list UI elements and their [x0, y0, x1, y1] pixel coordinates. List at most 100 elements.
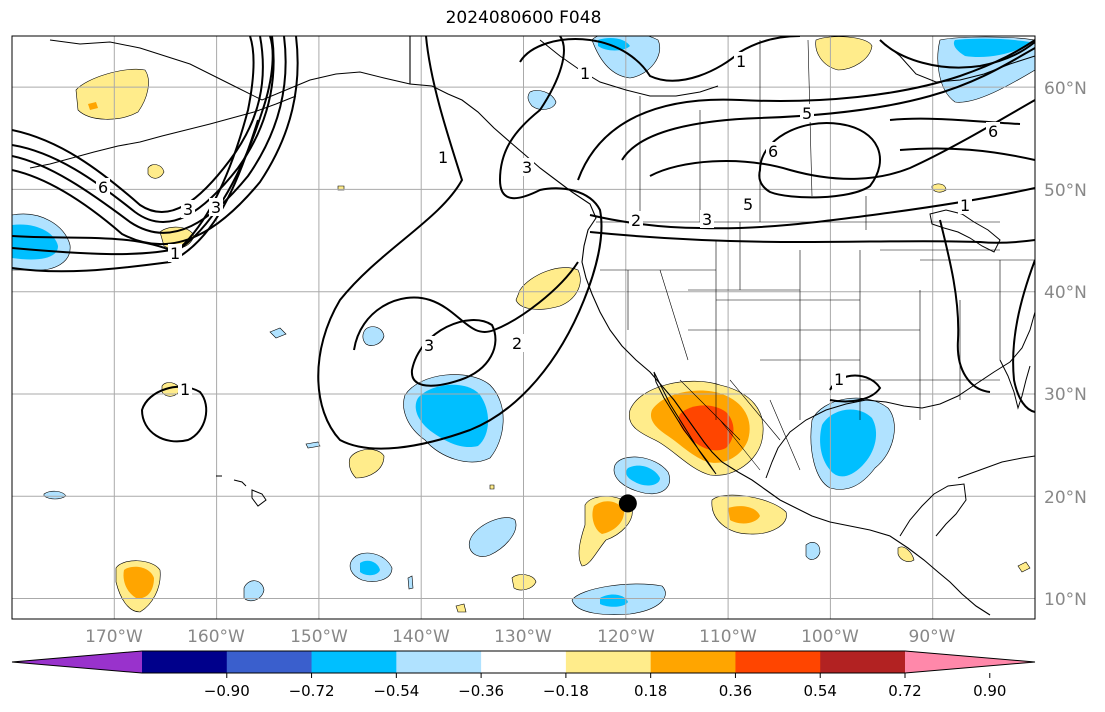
lat-label: 50°N	[1044, 181, 1087, 201]
lon-label: 160°W	[187, 627, 245, 647]
positive-anomaly-region	[455, 603, 467, 613]
colorbar-segment	[142, 651, 228, 673]
contour-label: 6	[768, 142, 778, 161]
negative-anomaly-region	[43, 490, 67, 500]
contour-line	[1012, 259, 1035, 413]
hawaii-islands	[216, 475, 267, 507]
contour-line	[12, 36, 275, 223]
negative-anomaly-region	[407, 575, 414, 590]
contour-line	[140, 385, 208, 443]
contour-line	[589, 231, 1035, 244]
latitude-labels: 60°N 50°N 40°N 30°N 20°N 10°N	[1044, 79, 1087, 610]
negative-anomaly-region	[362, 326, 385, 346]
colorbar-segment	[311, 651, 397, 673]
contour-line	[12, 36, 264, 214]
colorbar-segment	[226, 651, 313, 673]
negative-anomaly-region	[305, 441, 321, 449]
contour-line	[410, 319, 497, 387]
colorbar-segment	[396, 651, 482, 673]
negative-anomaly-core	[415, 384, 489, 448]
positive-anomaly-region	[1017, 561, 1031, 573]
colorbar-segment	[820, 651, 906, 673]
coastline-gulf	[765, 311, 1035, 479]
positive-anomaly-region	[75, 68, 149, 120]
contour-label: 3	[211, 198, 221, 217]
negative-anomaly-core	[953, 38, 1030, 58]
coastlines-layer	[29, 36, 1035, 616]
lat-label: 40°N	[1044, 283, 1087, 303]
contour-label: 1	[960, 196, 970, 215]
contour-label: 5	[802, 104, 812, 123]
colorbar-tick-label: −0.90	[204, 682, 250, 700]
lon-label: 130°W	[494, 627, 552, 647]
contour-label: 3	[424, 336, 434, 355]
map-title: 2024080600 F048	[445, 8, 602, 28]
colorbar-extend-low	[12, 651, 142, 673]
coastline-florida	[999, 359, 1031, 410]
contour-label: 2	[512, 334, 522, 353]
colorbar-tick-label: 0.72	[888, 682, 921, 700]
positive-anomaly-mid	[728, 506, 760, 524]
positive-anomaly-region	[515, 267, 581, 310]
contour-line	[12, 36, 255, 256]
positive-anomaly-region	[348, 449, 385, 479]
contour-line	[621, 47, 1035, 161]
lat-label: 10°N	[1044, 590, 1087, 610]
contour-label: 3	[522, 158, 532, 177]
coastline-baja	[653, 371, 717, 475]
contour-label: 6	[988, 122, 998, 141]
contour-label: 5	[743, 195, 753, 214]
coastline-aleutians	[29, 95, 297, 169]
negative-anomaly-core	[626, 465, 660, 486]
contour-labels: 6 3 3 1 1 1 3 3 2 1 1 2 3 5 6 5 6 1 1	[96, 52, 1000, 399]
contour-line	[12, 36, 274, 254]
location-marker	[618, 494, 637, 513]
colorbar-tick-label: −0.36	[458, 682, 504, 700]
mexico-states	[679, 379, 801, 471]
contour-label: 6	[98, 178, 108, 197]
coastline-cuba	[957, 455, 1035, 479]
negative-anomaly-core	[598, 38, 630, 51]
negative-anomaly-core	[360, 560, 380, 576]
positive-anomaly-region	[815, 36, 873, 71]
coastline-alaska	[49, 39, 411, 101]
contour-line	[758, 122, 881, 199]
colorbar-segment	[565, 651, 652, 673]
colorbar-tick-label: 0.90	[973, 682, 1006, 700]
contour-label: 1	[170, 244, 180, 263]
coastline-yucatan	[899, 483, 967, 537]
contour-line	[889, 117, 1035, 161]
coastline-canada-north	[539, 39, 719, 97]
contour-label: 1	[180, 380, 190, 399]
contour-line	[649, 99, 1035, 180]
colorbar-segment	[650, 651, 736, 673]
lon-label: 110°W	[699, 627, 757, 647]
map-frame	[11, 35, 1036, 620]
colorbar-tick-label: −0.54	[373, 682, 419, 700]
contour-line	[12, 36, 287, 234]
colorbar-segment	[735, 651, 821, 673]
contour-label: 1	[580, 64, 590, 83]
colorbar-extend-high	[905, 651, 1035, 673]
colorbar-tick-label: 0.54	[804, 682, 837, 700]
negative-anomaly-core	[600, 594, 628, 607]
positive-anomaly-region	[489, 484, 495, 490]
contour-label: 1	[438, 148, 448, 167]
negative-anomaly-region	[805, 542, 821, 560]
contour-line	[12, 36, 299, 245]
lon-label: 170°W	[85, 627, 143, 647]
lat-label: 20°N	[1044, 488, 1087, 508]
negative-anomaly-region	[468, 517, 517, 557]
lat-label: 60°N	[1044, 79, 1087, 99]
longitude-labels: 170°W 160°W 150°W 140°W 130°W 120°W 110°…	[85, 627, 956, 647]
colorbar-tick-label: −0.18	[543, 682, 589, 700]
colorbar-segment	[481, 651, 567, 673]
colorbar: −0.90 −0.72 −0.54 −0.36 −0.18 0.18 0.36 0.54 0.7…	[11, 650, 1036, 700]
contour-label: 1	[834, 370, 844, 389]
colorbar-outline	[11, 650, 1036, 674]
positive-anomaly-mid	[123, 566, 154, 599]
negative-anomaly-region	[269, 327, 287, 339]
canada-provinces	[639, 39, 867, 230]
us-states	[596, 221, 1035, 420]
positive-anomaly-region	[147, 164, 165, 179]
